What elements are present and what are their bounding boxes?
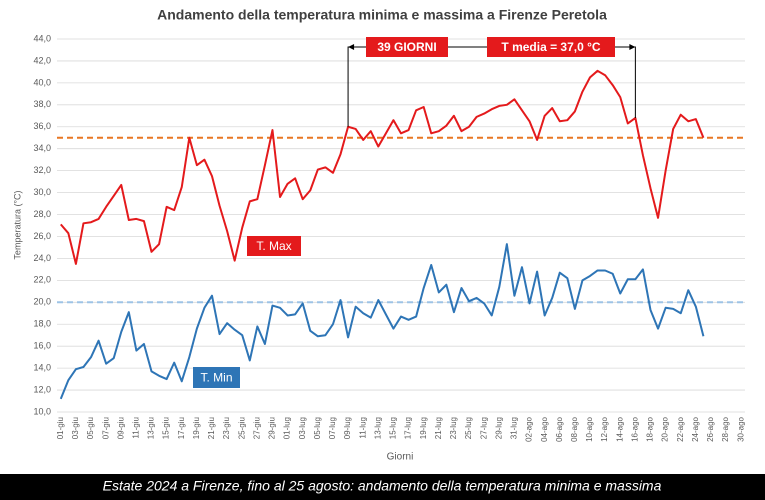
x-tick-label: 01-lug <box>283 417 292 439</box>
x-tick-label: 13-lug <box>373 417 382 439</box>
x-tick-label: 07-lug <box>328 417 337 439</box>
x-tick-label: 26-ago <box>706 416 715 441</box>
y-tick-label: 16,0 <box>33 341 51 351</box>
y-tick-label: 42,0 <box>33 55 51 65</box>
x-tick-label: 17-giu <box>177 417 186 439</box>
series-line <box>60 69 705 265</box>
bracket-label-box <box>487 37 615 57</box>
chart-title: Andamento della temperatura minima e mas… <box>157 7 607 23</box>
x-tick-label: 02-ago <box>525 416 534 441</box>
x-tick-label: 15-lug <box>389 417 398 439</box>
x-tick-label: 10-ago <box>585 416 594 441</box>
x-tick-label: 30-ago <box>736 416 745 441</box>
y-tick-label: 38,0 <box>33 99 51 109</box>
x-tick-label: 11-lug <box>358 417 367 439</box>
series-label: T. Min <box>200 371 232 385</box>
x-tick-label: 20-ago <box>661 416 670 441</box>
x-tick-label: 23-giu <box>222 417 231 439</box>
x-tick-label: 21-giu <box>207 417 216 439</box>
series-line <box>59 243 705 400</box>
y-tick-label: 12,0 <box>33 384 51 394</box>
y-tick-label: 24,0 <box>33 253 51 263</box>
bracket-label: T media = 37,0 °C <box>501 40 601 54</box>
x-axis-label: Giorni <box>387 452 414 463</box>
caption: Estate 2024 a Firenze, fino al 25 agosto… <box>103 478 662 494</box>
y-tick-label: 10,0 <box>33 406 51 416</box>
x-tick-label: 12-ago <box>600 416 609 441</box>
x-tick-label: 08-ago <box>570 416 579 441</box>
x-tick-label: 05-lug <box>313 417 322 439</box>
x-tick-label: 28-ago <box>721 416 730 441</box>
y-tick-label: 36,0 <box>33 121 51 131</box>
x-tick-label: 29-giu <box>268 417 277 439</box>
x-tick-label: 23-lug <box>449 417 458 439</box>
y-tick-label: 22,0 <box>33 275 51 285</box>
series-label-box <box>247 236 301 256</box>
x-tick-label: 24-ago <box>691 416 700 441</box>
x-tick-label: 27-lug <box>479 417 488 439</box>
x-tick-label: 13-giu <box>147 417 156 439</box>
x-tick-label: 04-ago <box>540 416 549 441</box>
bracket-label: 39 GIORNI <box>377 40 436 54</box>
x-tick-label: 21-lug <box>434 417 443 439</box>
x-tick-label: 25-lug <box>464 417 473 439</box>
series-label: T. Max <box>256 239 291 253</box>
x-tick-label: 18-ago <box>646 416 655 441</box>
x-tick-label: 09-lug <box>343 417 352 439</box>
y-tick-label: 32,0 <box>33 165 51 175</box>
x-tick-label: 29-lug <box>494 417 503 439</box>
x-tick-label: 17-lug <box>404 417 413 439</box>
y-tick-label: 30,0 <box>33 187 51 197</box>
x-tick-label: 09-giu <box>116 417 125 439</box>
x-tick-label: 03-giu <box>71 417 80 439</box>
x-tick-label: 15-giu <box>162 417 171 439</box>
y-tick-label: 40,0 <box>33 77 51 87</box>
x-tick-label: 31-lug <box>510 417 519 439</box>
y-tick-label: 20,0 <box>33 297 51 307</box>
y-tick-label: 28,0 <box>33 209 51 219</box>
x-tick-label: 07-giu <box>101 417 110 439</box>
series-label-box <box>193 367 240 388</box>
x-tick-label: 16-ago <box>630 416 639 441</box>
x-tick-label: 25-giu <box>237 417 246 439</box>
y-tick-label: 26,0 <box>33 231 51 241</box>
x-tick-label: 19-lug <box>419 417 428 439</box>
bracket-label-box <box>366 37 448 57</box>
x-tick-label: 14-ago <box>615 416 624 441</box>
y-tick-label: 18,0 <box>33 319 51 329</box>
x-tick-label: 19-giu <box>192 417 201 439</box>
y-tick-label: 44,0 <box>33 33 51 43</box>
x-tick-label: 01-giu <box>56 417 65 439</box>
x-tick-label: 03-lug <box>298 417 307 439</box>
x-tick-label: 22-ago <box>676 416 685 441</box>
y-axis-label: Temperatura (°C) <box>12 190 22 259</box>
x-tick-label: 06-ago <box>555 416 564 441</box>
x-tick-label: 05-giu <box>86 417 95 439</box>
y-tick-label: 14,0 <box>33 362 51 372</box>
x-tick-label: 27-giu <box>252 417 261 439</box>
x-tick-label: 11-giu <box>131 417 140 439</box>
caption-bar <box>0 474 765 500</box>
y-tick-label: 34,0 <box>33 143 51 153</box>
